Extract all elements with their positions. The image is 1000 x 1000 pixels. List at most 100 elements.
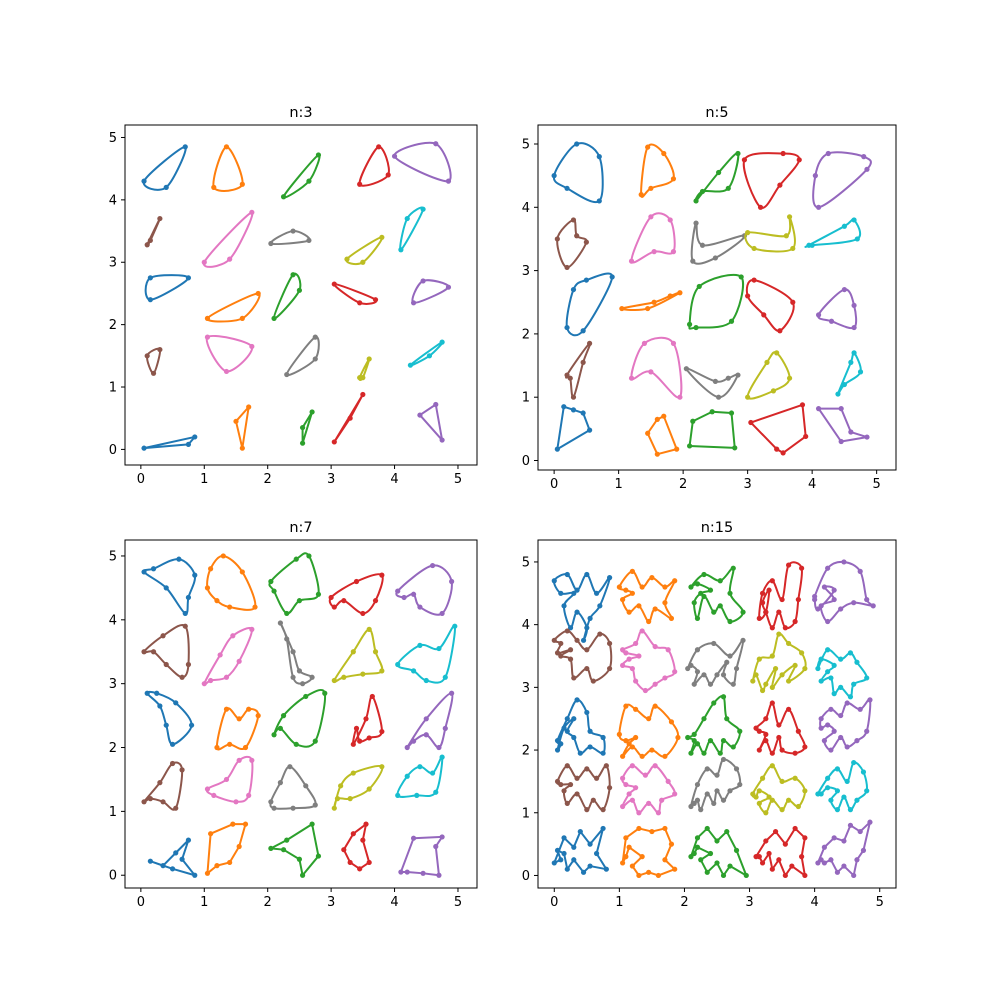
data-point — [696, 283, 702, 290]
data-point — [815, 860, 821, 866]
series-shape-5 — [812, 559, 876, 625]
data-point — [776, 734, 782, 741]
data-point — [249, 757, 255, 763]
data-point — [227, 604, 233, 610]
data-point — [561, 603, 567, 609]
data-point — [290, 805, 296, 811]
data-point — [150, 370, 157, 376]
data-point — [792, 662, 798, 669]
data-point — [620, 647, 626, 653]
data-point — [558, 590, 564, 596]
x-tick-label: 0 — [550, 477, 558, 492]
data-point — [620, 860, 626, 866]
shapes-layer — [551, 559, 876, 879]
data-point — [439, 339, 445, 345]
data-point — [574, 637, 580, 643]
data-point — [629, 863, 635, 869]
data-point — [851, 681, 857, 687]
series-line — [411, 279, 450, 304]
subplot-top-left: n:3 0 1 2 3 4 5 0 1 2 3 4 5 — [109, 105, 478, 487]
data-point — [633, 785, 639, 791]
data-point — [366, 859, 372, 866]
series-shape-20 — [407, 339, 445, 368]
data-point — [574, 791, 580, 797]
data-point — [564, 716, 570, 722]
series-shape-3 — [688, 565, 746, 625]
data-point — [157, 346, 163, 353]
data-point — [587, 863, 593, 869]
data-point — [157, 703, 163, 709]
data-point — [398, 869, 404, 875]
data-point — [570, 286, 577, 293]
data-point — [277, 725, 283, 731]
data-point — [786, 640, 792, 647]
data-point — [204, 870, 211, 876]
data-point — [693, 198, 699, 204]
x-tick-label: 5 — [876, 895, 884, 910]
data-point — [249, 209, 255, 215]
data-point — [851, 302, 857, 309]
data-point — [848, 429, 854, 435]
data-point — [659, 797, 665, 803]
data-point — [296, 668, 303, 674]
data-point — [242, 821, 249, 827]
data-point — [834, 869, 841, 875]
data-point — [580, 869, 587, 875]
x-tick-label: 2 — [264, 472, 272, 487]
series-shape-10 — [395, 623, 458, 684]
data-point — [571, 857, 577, 863]
series-line — [234, 405, 250, 450]
data-point — [769, 684, 775, 690]
data-point — [685, 734, 691, 741]
data-point — [782, 841, 788, 847]
y-tick-label: 2 — [522, 744, 530, 759]
data-point — [296, 598, 303, 604]
data-point — [574, 141, 580, 147]
data-point — [821, 860, 828, 866]
data-point — [554, 236, 560, 242]
data-point — [580, 410, 586, 416]
data-point — [649, 747, 655, 753]
axes-frame — [537, 539, 897, 889]
x-tick-label: 4 — [808, 477, 816, 492]
data-point — [712, 255, 718, 261]
data-point — [763, 838, 769, 844]
series-line — [212, 145, 244, 192]
data-point — [847, 822, 854, 828]
data-point — [825, 785, 831, 791]
data-point — [670, 340, 677, 346]
data-point — [763, 810, 769, 816]
data-point — [341, 598, 347, 604]
data-point — [404, 869, 410, 875]
data-point — [720, 797, 727, 803]
data-point — [554, 650, 561, 656]
data-point — [815, 606, 821, 612]
series-line — [646, 415, 678, 456]
data-point — [350, 831, 356, 837]
data-point — [587, 427, 593, 433]
series-shape-8 — [277, 620, 315, 687]
data-point — [603, 763, 609, 769]
series-shape-22 — [645, 413, 680, 457]
data-point — [290, 272, 296, 278]
data-point — [769, 763, 775, 769]
data-point — [558, 640, 564, 647]
data-point — [306, 553, 312, 559]
data-point — [714, 860, 720, 866]
subplot-title: n:3 — [289, 105, 312, 121]
data-point — [802, 872, 808, 879]
y-tick-label: 5 — [109, 549, 117, 564]
data-point — [672, 578, 678, 584]
data-point — [751, 245, 757, 252]
data-point — [727, 788, 733, 794]
data-point — [720, 872, 727, 879]
data-point — [357, 738, 363, 744]
data-point — [698, 807, 704, 813]
data-point — [376, 144, 382, 150]
data-point — [803, 433, 809, 440]
series-shape-13 — [686, 273, 744, 331]
data-point — [717, 578, 723, 584]
data-point — [714, 772, 720, 778]
data-point — [236, 716, 242, 722]
data-point — [417, 642, 423, 648]
